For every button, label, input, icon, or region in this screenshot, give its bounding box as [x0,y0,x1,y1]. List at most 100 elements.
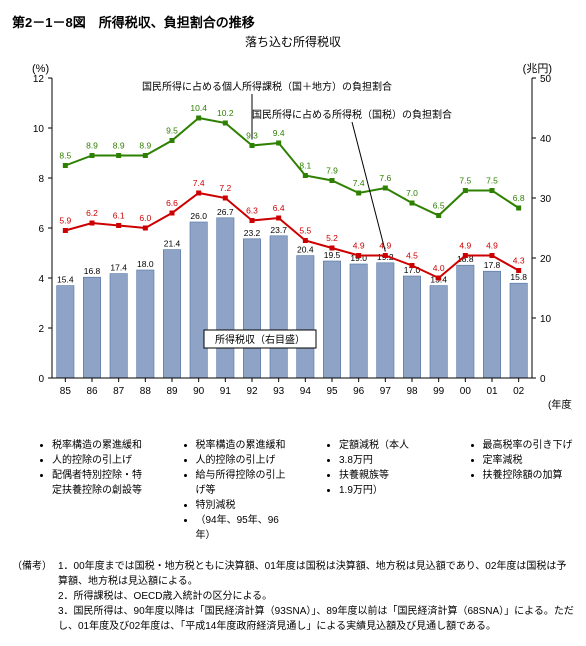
svg-text:96: 96 [353,386,365,397]
svg-text:5.2: 5.2 [326,233,338,243]
note-column: 税率構造の累進緩和人的控除の引上げ配偶者特別控除・特定扶養控除の創設等 [12,426,144,551]
note-item: 最高税率の引き下げ [483,436,575,451]
remarks-label: （備考） [12,559,58,634]
svg-text:92: 92 [246,386,258,397]
svg-text:10.4: 10.4 [190,103,207,113]
policy-notes: 税率構造の累進緩和人的控除の引上げ配偶者特別控除・特定扶養控除の創設等税率構造の… [12,426,574,551]
note-item: 1.9万円） [339,481,431,496]
svg-text:6.1: 6.1 [113,211,125,221]
remarks-body: 1．00年度までは国税・地方税ともに決算額、01年度は国税は決算額、地方税は見込… [58,559,574,634]
svg-text:87: 87 [113,386,125,397]
svg-text:4.5: 4.5 [406,251,418,261]
svg-text:21.4: 21.4 [164,239,181,249]
svg-text:02: 02 [513,386,525,397]
svg-text:4.0: 4.0 [433,263,445,273]
svg-text:4.3: 4.3 [513,256,525,266]
svg-text:86: 86 [86,386,98,397]
remark-line: 1．00年度までは国税・地方税ともに決算額、01年度は国税は決算額、地方税は見込… [58,559,574,589]
svg-text:7.4: 7.4 [193,178,205,188]
svg-text:97: 97 [380,386,392,397]
svg-text:85: 85 [60,386,72,397]
svg-text:6.4: 6.4 [273,203,285,213]
svg-text:7.5: 7.5 [459,176,471,186]
svg-text:18.0: 18.0 [137,259,154,269]
svg-text:16.8: 16.8 [84,266,101,276]
figure-title: 第2－1－8図 所得税収、負担割合の推移 [12,12,574,31]
svg-text:20.4: 20.4 [297,245,314,255]
svg-text:94: 94 [300,386,312,397]
note-column: 最高税率の引き下げ定率減税扶養控除額の加算 [443,426,575,551]
svg-text:7.2: 7.2 [219,183,231,193]
svg-text:98: 98 [406,386,418,397]
svg-text:6: 6 [38,224,44,235]
svg-text:91: 91 [220,386,232,397]
svg-text:8.9: 8.9 [86,141,98,151]
svg-text:26.0: 26.0 [190,211,207,221]
svg-text:9.5: 9.5 [166,126,178,136]
svg-text:7.4: 7.4 [353,178,365,188]
svg-text:15.4: 15.4 [57,275,74,285]
svg-text:6.5: 6.5 [433,201,445,211]
svg-text:15.8: 15.8 [510,272,527,282]
svg-text:6.0: 6.0 [139,213,151,223]
svg-text:23.7: 23.7 [270,225,287,235]
svg-text:国民所得に占める個人所得課税（国＋地方）の負担割合: 国民所得に占める個人所得課税（国＋地方）の負担割合 [142,80,392,93]
svg-text:5.9: 5.9 [59,216,71,226]
svg-text:7.6: 7.6 [379,173,391,183]
svg-text:8.9: 8.9 [113,141,125,151]
note-item: 特別減税 [196,496,288,511]
svg-text:4: 4 [38,274,44,285]
svg-text:93: 93 [273,386,285,397]
note-item: 税率構造の累進緩和 [196,436,288,451]
svg-text:23.2: 23.2 [244,228,261,238]
svg-text:89: 89 [166,386,178,397]
svg-text:6.2: 6.2 [86,208,98,218]
note-item: 税率構造の累進緩和 [52,436,144,451]
svg-text:6.8: 6.8 [513,193,525,203]
note-item: 人的控除の引上げ [196,451,288,466]
note-item: 人的控除の引上げ [52,451,144,466]
svg-text:17.8: 17.8 [484,260,501,270]
remarks-block: （備考） 1．00年度までは国税・地方税ともに決算額、01年度は国税は決算額、地… [12,559,574,634]
svg-text:5.5: 5.5 [299,226,311,236]
note-item: 扶養控除額の加算 [483,466,575,481]
svg-text:19.5: 19.5 [324,250,341,260]
svg-text:8: 8 [38,174,44,185]
remark-line: 3．国民所得は、90年度以降は「国民経済計算（93SNA）」、89年度以前は「国… [58,604,574,634]
svg-text:10.2: 10.2 [217,108,234,118]
svg-text:7.5: 7.5 [486,176,498,186]
svg-text:8.9: 8.9 [139,141,151,151]
svg-text:0: 0 [38,374,44,385]
svg-text:10: 10 [33,124,45,135]
svg-text:7.0: 7.0 [406,188,418,198]
svg-text:(年度): (年度) [548,398,572,411]
svg-text:4.9: 4.9 [379,241,391,251]
note-item: 扶養親族等 [339,466,431,481]
svg-text:01: 01 [486,386,498,397]
svg-text:30: 30 [540,194,552,205]
svg-text:99: 99 [433,386,445,397]
svg-text:9.4: 9.4 [273,128,285,138]
svg-text:6.6: 6.6 [166,198,178,208]
svg-text:00: 00 [460,386,472,397]
note-item: 3.8万円 [339,451,431,466]
remark-line: 2．所得課税は、OECD歳入統計の区分による。 [58,589,574,604]
svg-text:10: 10 [540,314,552,325]
note-item: 配偶者特別控除・特定扶養控除の創設等 [52,466,144,496]
figure-subtitle: 落ち込む所得税収 [12,33,574,50]
svg-text:所得税収（右目盛）: 所得税収（右目盛） [215,333,305,346]
svg-text:8.1: 8.1 [299,161,311,171]
svg-text:6.3: 6.3 [246,206,258,216]
chart-container: (%)(兆円)(年度)0246810120102030405015.416.81… [12,58,572,418]
svg-text:20: 20 [540,254,552,265]
svg-text:2: 2 [38,324,44,335]
svg-text:7.9: 7.9 [326,166,338,176]
svg-text:90: 90 [193,386,205,397]
note-item: 定額減税（本人 [339,436,431,451]
svg-text:50: 50 [540,74,552,85]
svg-text:4.9: 4.9 [459,241,471,251]
chart-svg: (%)(兆円)(年度)0246810120102030405015.416.81… [12,58,572,418]
note-column: 税率構造の累進緩和人的控除の引上げ給与所得控除の引上げ等特別減税（94年、95年… [156,426,288,551]
svg-text:0: 0 [540,374,546,385]
note-item: （94年、95年、96年） [196,511,288,541]
